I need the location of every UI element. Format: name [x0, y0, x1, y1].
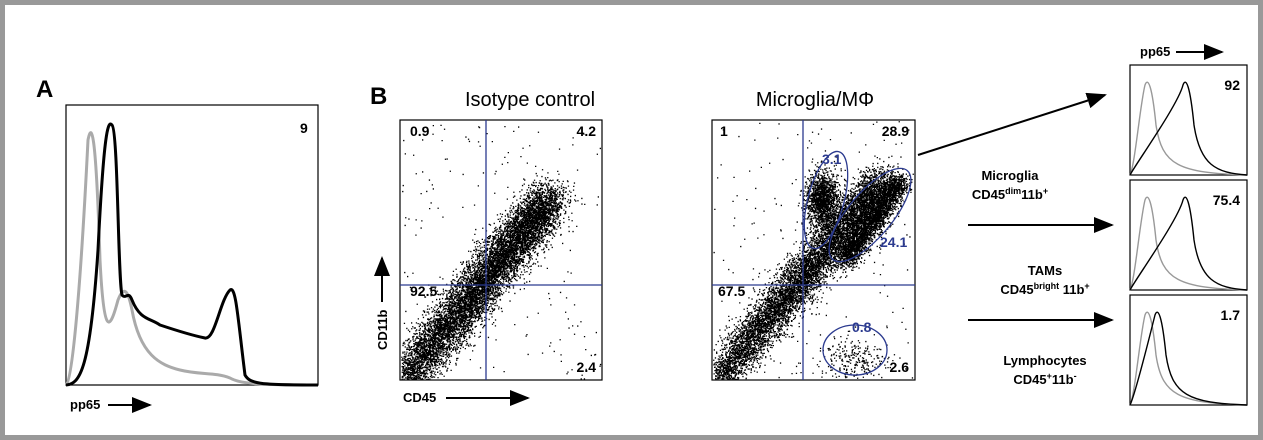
gate: [822, 324, 888, 376]
population-name: Lymphocytes: [1003, 353, 1086, 368]
control-curve: [1129, 81, 1248, 176]
percent-label: 92: [1224, 77, 1240, 93]
gate-value: 0.8: [852, 319, 872, 335]
x-axis-label: CD45: [403, 390, 436, 405]
gate-value: 3.1: [822, 151, 842, 167]
marker-sup: +: [1084, 281, 1089, 291]
marker-sup: +: [1043, 186, 1048, 196]
marker-sup: +: [1047, 371, 1052, 381]
histogram-box: [1129, 294, 1248, 406]
histogram-box: [65, 104, 319, 386]
population-name: TAMs: [1028, 263, 1062, 278]
marker-part: CD45: [972, 187, 1005, 202]
histogram-box: [1129, 179, 1248, 291]
panel-label: A: [36, 76, 53, 103]
marker-part: 11b: [1052, 372, 1074, 387]
population-marker: CD45dim11b+: [972, 186, 1048, 202]
quadrant-value: 1: [720, 123, 728, 139]
population-marker: CD45+11b-: [1013, 371, 1076, 387]
marker-part: 11b: [1059, 282, 1084, 297]
quadrant-value: 4.2: [577, 123, 597, 139]
marker-part: CD45: [1013, 372, 1046, 387]
panel-label: B: [370, 83, 387, 110]
quadrant-value: 67.5: [718, 283, 745, 299]
quadrant-value: 2.6: [890, 359, 910, 375]
connector-arrow: [917, 92, 1107, 156]
x-axis-label: pp65: [70, 397, 100, 412]
quadrant-value: 2.4: [577, 359, 597, 375]
gate: [803, 150, 849, 250]
percent-label: 9: [300, 120, 308, 136]
histogram-box: [1129, 64, 1248, 176]
gate-value: 24.1: [880, 234, 907, 250]
sample-curve: [1129, 311, 1248, 406]
sample-curve: [1129, 196, 1248, 291]
events-scatter: [401, 124, 602, 381]
marker-sup: -: [1074, 371, 1077, 381]
y-axis-label: CD11b: [375, 309, 390, 350]
quadrant-value: 28.9: [882, 123, 909, 139]
marker-part: 11b: [1021, 187, 1043, 202]
control-curve: [64, 131, 319, 387]
marker-part: CD45: [1000, 282, 1033, 297]
control-curve: [1129, 311, 1248, 406]
population-name: Microglia: [981, 168, 1039, 183]
quadrant-value: 92.5: [410, 283, 437, 299]
control-curve: [1129, 196, 1248, 291]
marker-sup: dim: [1005, 186, 1021, 196]
quadrant-value: 0.9: [410, 123, 430, 139]
percent-label: 75.4: [1213, 192, 1240, 208]
plot-title: Microglia/MΦ: [756, 89, 874, 111]
events-scatter: [713, 121, 914, 381]
plot-title: Isotype control: [465, 89, 595, 111]
x-axis-label: pp65: [1140, 44, 1170, 59]
percent-label: 1.7: [1221, 307, 1241, 323]
sample-curve: [1129, 81, 1248, 176]
gate: [828, 167, 912, 263]
population-marker: CD45bright 11b+: [1000, 281, 1089, 297]
marker-sup: bright: [1034, 281, 1060, 291]
sample-curve: [65, 122, 319, 387]
